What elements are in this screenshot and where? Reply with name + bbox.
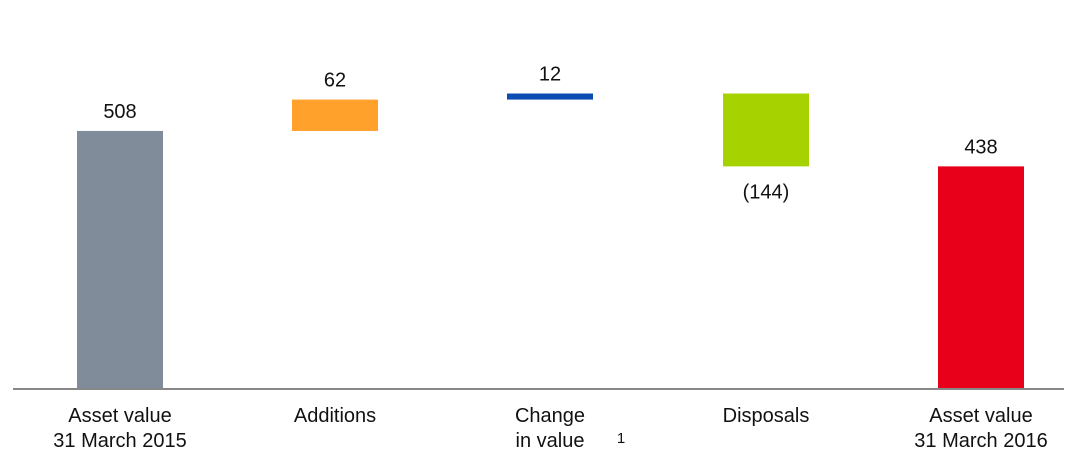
category-label-5-line-1: Asset value	[929, 405, 1032, 427]
footnote-marker: 1	[617, 430, 625, 447]
category-label-3-line-1: Change	[515, 405, 585, 427]
category-label-5-line-2: 31 March 2016	[914, 430, 1047, 452]
bar-1	[77, 130, 163, 388]
category-label-2: Additions	[294, 405, 376, 427]
value-label-4: (144)	[743, 181, 790, 203]
value-label-2: 62	[324, 70, 346, 92]
value-label-3: 12	[539, 64, 561, 86]
bar-3	[507, 93, 593, 100]
value-label-1: 508	[103, 101, 136, 123]
bar-5	[938, 166, 1024, 388]
category-label-4: Disposals	[723, 405, 810, 427]
category-label-3-line-2: in value	[516, 430, 585, 452]
category-label-1-line-1: Asset value	[68, 405, 171, 427]
category-label-1-line-2: 31 March 2015	[53, 430, 186, 452]
bar-2	[292, 99, 378, 131]
value-label-5: 438	[964, 136, 997, 158]
bar-4	[723, 93, 809, 167]
